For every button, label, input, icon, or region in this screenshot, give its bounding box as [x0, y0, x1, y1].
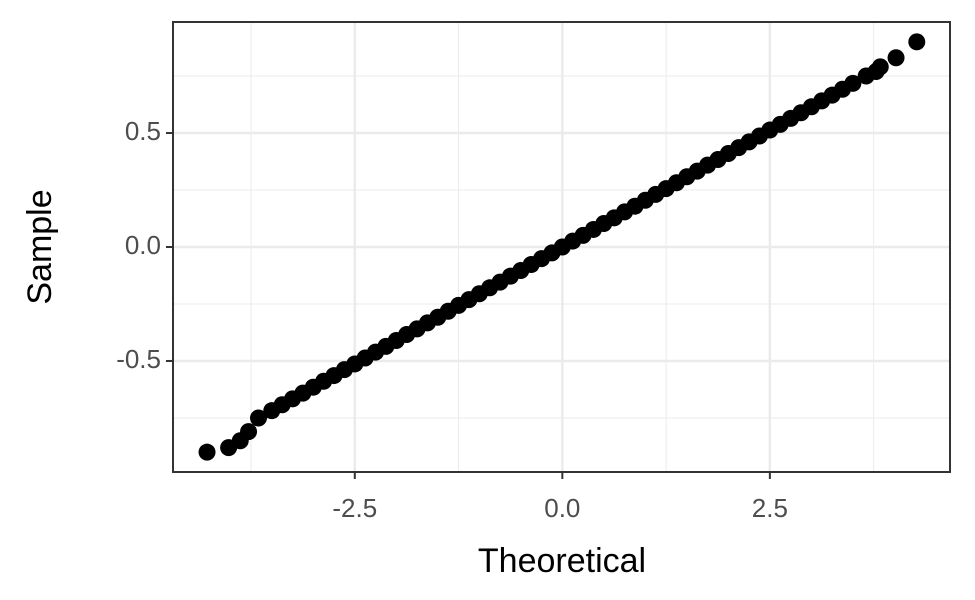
x-tick-label: -2.5	[332, 493, 377, 523]
panel-border	[172, 21, 951, 473]
y-tick-label: 0.0	[125, 230, 161, 260]
x-tick-label: 2.5	[752, 493, 788, 523]
x-tick-label: 0.0	[544, 493, 580, 523]
y-tick-label: 0.5	[125, 116, 161, 146]
point	[908, 33, 926, 51]
point	[887, 49, 905, 67]
x-axis-title: Theoretical	[478, 542, 646, 580]
point	[198, 443, 216, 461]
point	[250, 409, 268, 427]
y-tick-label: -0.5	[116, 344, 161, 374]
point	[844, 74, 862, 92]
point	[240, 423, 258, 441]
point	[871, 58, 889, 76]
y-axis-title: Sample	[21, 189, 59, 304]
